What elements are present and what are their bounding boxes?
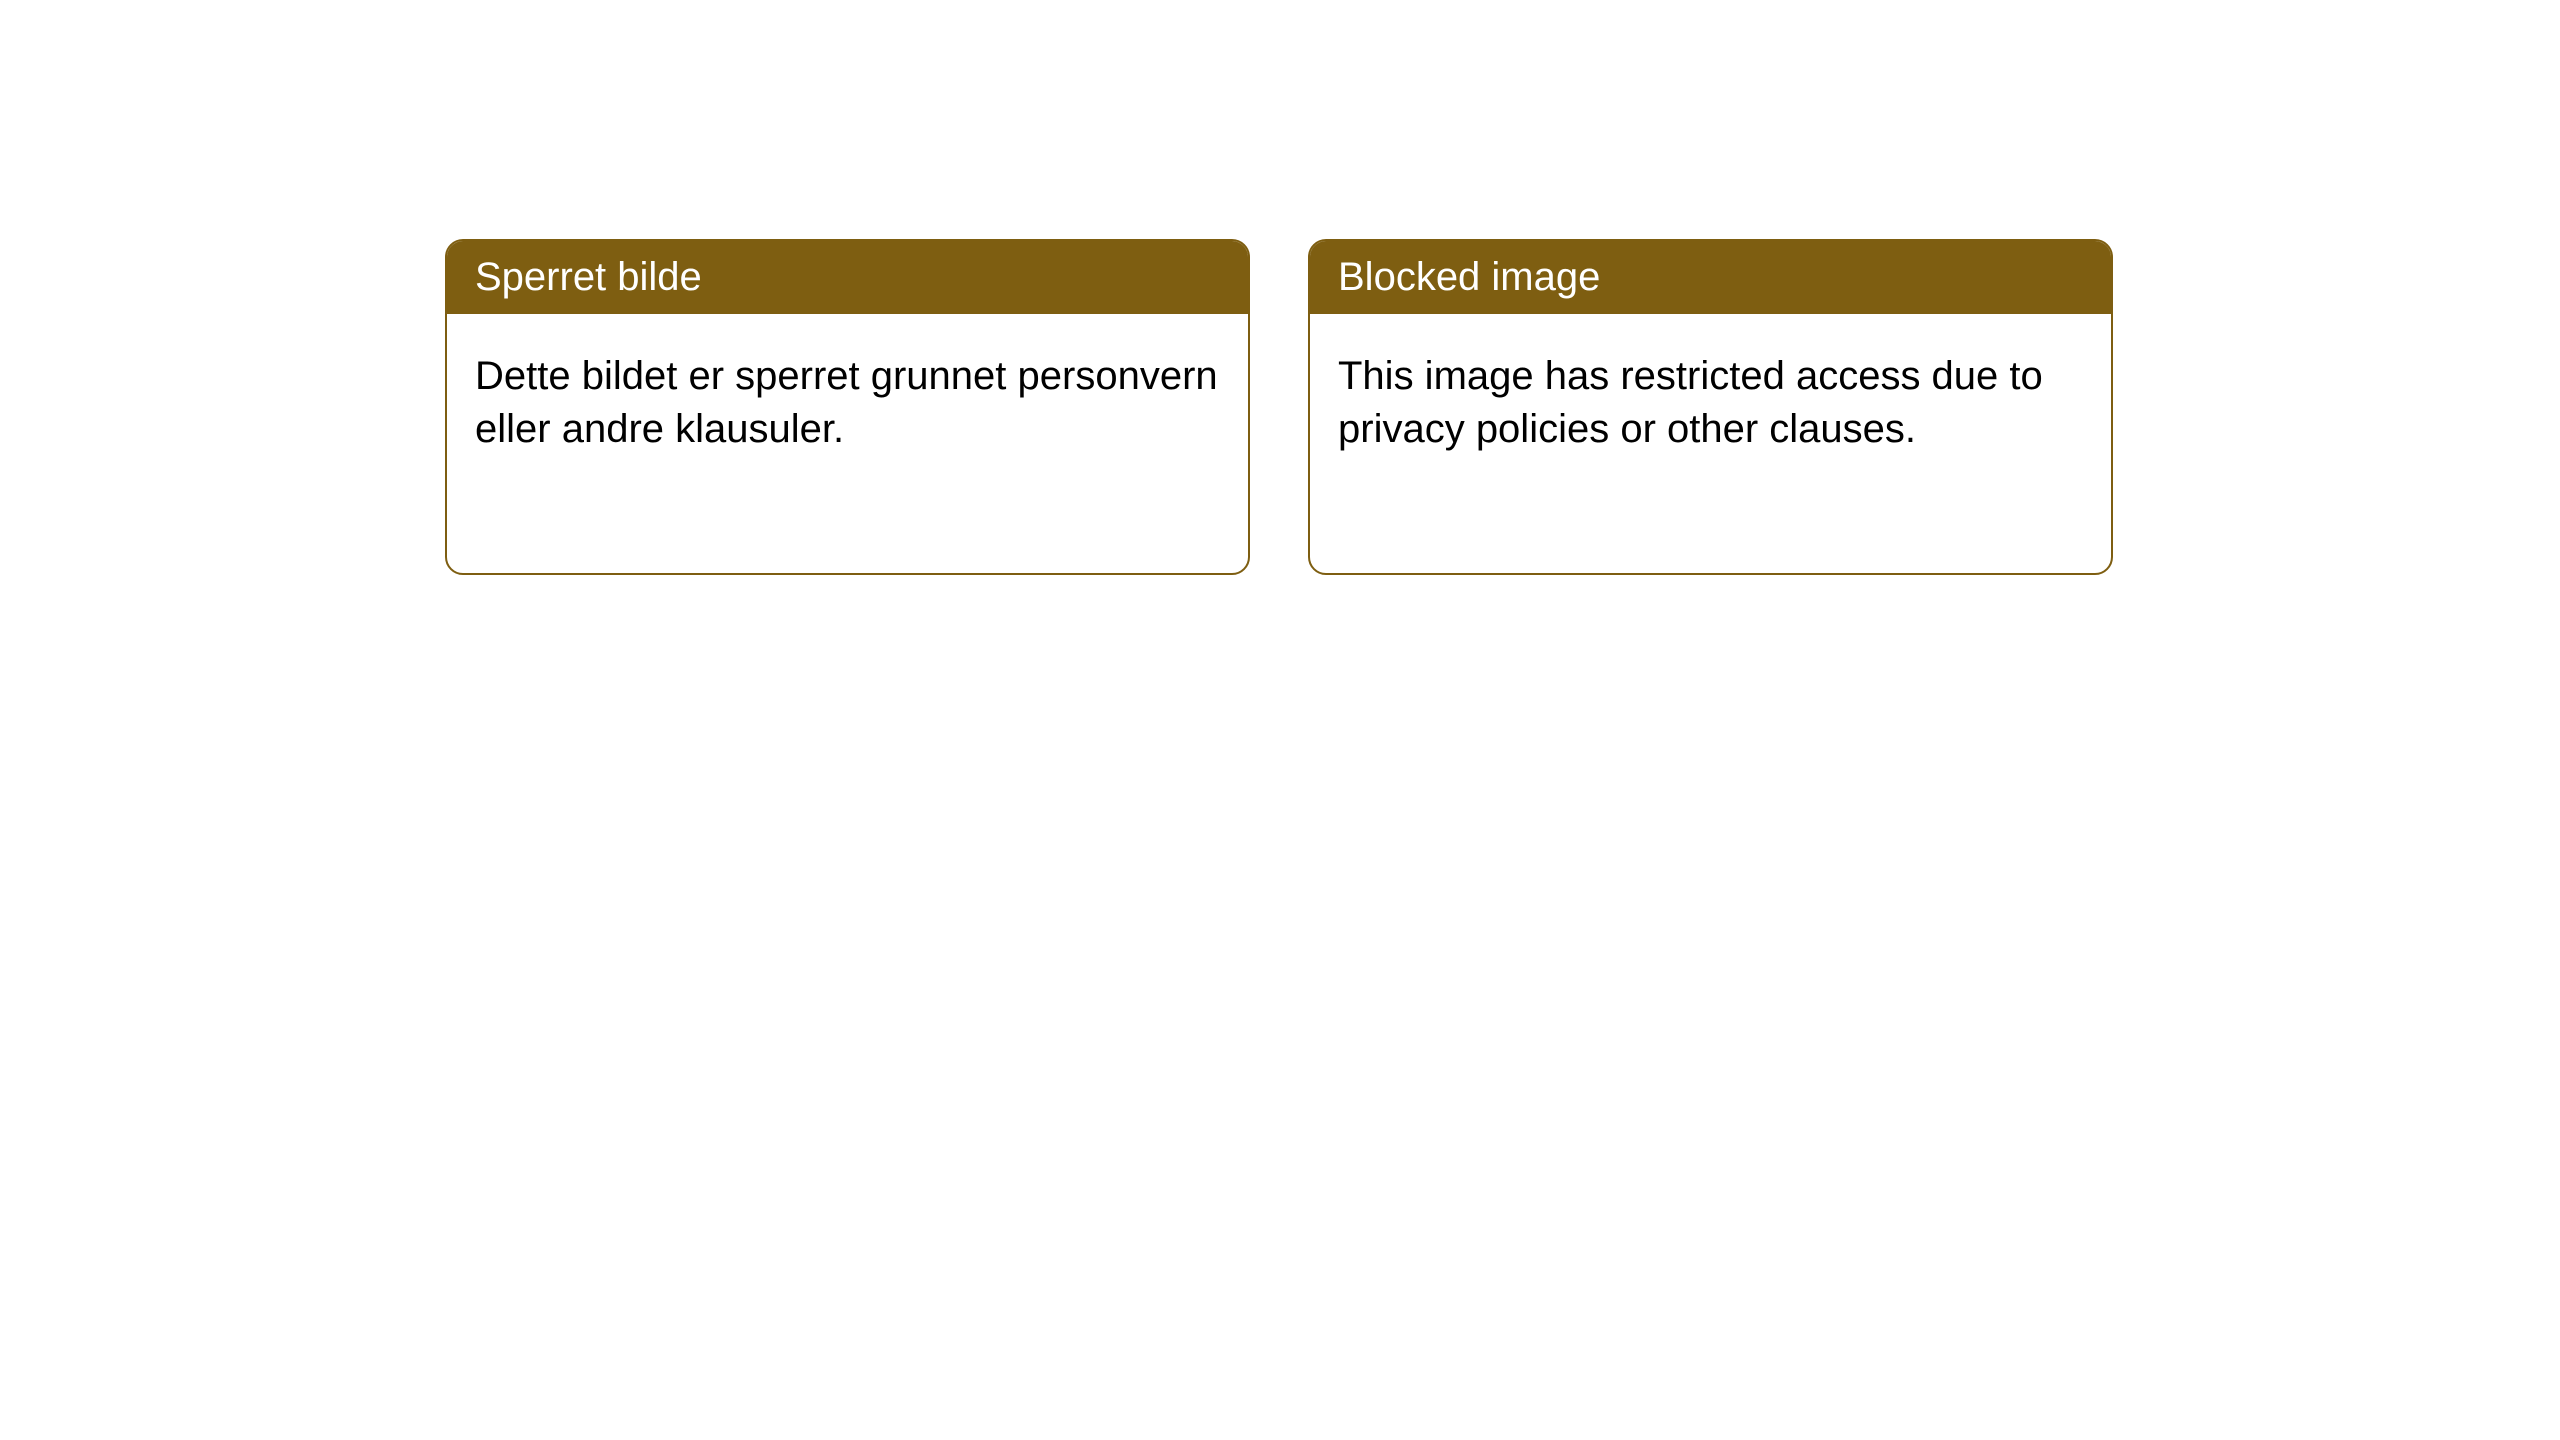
- notice-container: Sperret bilde Dette bildet er sperret gr…: [445, 239, 2113, 575]
- notice-card-norwegian: Sperret bilde Dette bildet er sperret gr…: [445, 239, 1250, 575]
- card-header-english: Blocked image: [1310, 241, 2111, 314]
- card-body-norwegian: Dette bildet er sperret grunnet personve…: [447, 314, 1248, 492]
- notice-card-english: Blocked image This image has restricted …: [1308, 239, 2113, 575]
- card-body-english: This image has restricted access due to …: [1310, 314, 2111, 492]
- card-header-norwegian: Sperret bilde: [447, 241, 1248, 314]
